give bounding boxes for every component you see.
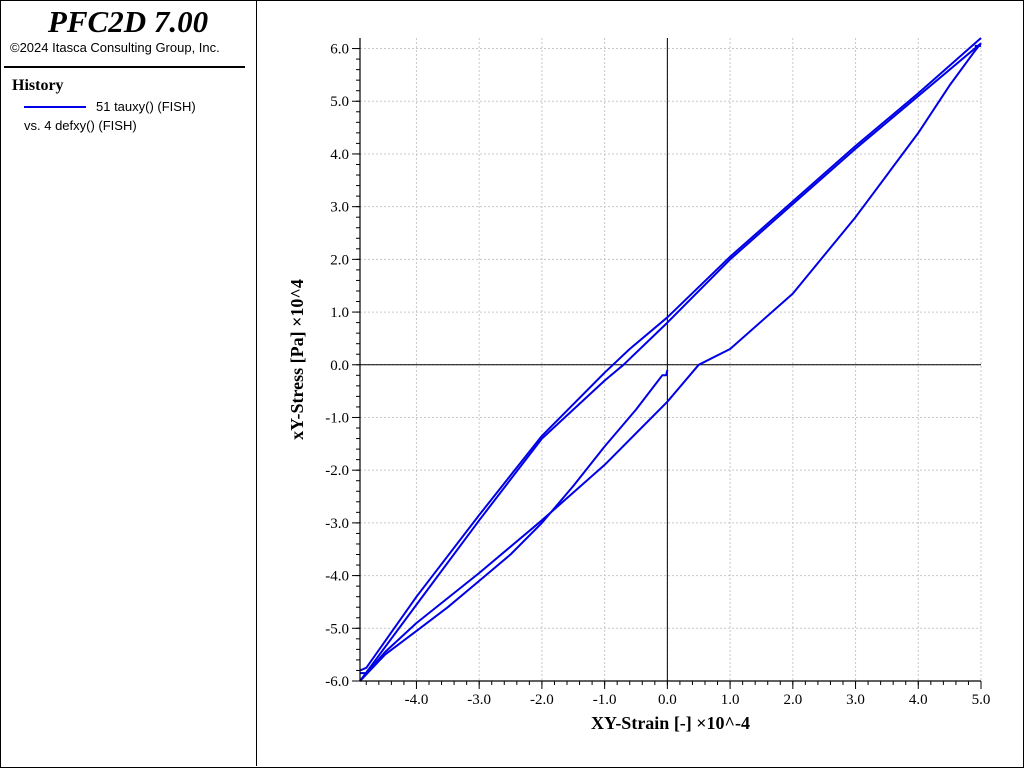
series-line xyxy=(359,369,669,682)
series-line xyxy=(359,37,982,672)
y-tick-label: -3.0 xyxy=(325,516,349,532)
x-tick-label: 5.0 xyxy=(972,692,991,708)
y-tick-label: 2.0 xyxy=(330,252,349,268)
legend-line-swatch xyxy=(24,106,86,108)
app-title: PFC2D 7.00 xyxy=(47,4,209,39)
y-tick-label: -5.0 xyxy=(325,621,349,637)
y-axis-label: xY-Stress [Pa] ×10^4 xyxy=(287,279,307,440)
x-tick-label: 0.0 xyxy=(658,692,677,708)
x-axis-label: XY-Strain [-] ×10^-4 xyxy=(591,713,750,733)
x-tick-label: 4.0 xyxy=(909,692,928,708)
series-line xyxy=(359,42,982,682)
series-lines xyxy=(359,37,982,682)
y-tick-label: 5.0 xyxy=(330,94,349,110)
y-tick-label: 4.0 xyxy=(330,147,349,163)
y-tick-label: -4.0 xyxy=(325,569,349,585)
y-tick-label: -6.0 xyxy=(325,674,349,690)
y-axis-ticks: -6.0 -5.0 -4.0 -3.0 -2.0 -1.0 0.0 1.0 2.0 3.0 4.0 5… xyxy=(325,42,360,690)
axis-frame xyxy=(359,38,981,682)
x-tick-label: 1.0 xyxy=(721,692,740,708)
x-tick-label: -3.0 xyxy=(467,692,491,708)
y-tick-label: 3.0 xyxy=(330,200,349,216)
legend-vs-label: vs. 4 defxy() (FISH) xyxy=(24,118,137,133)
zero-axes xyxy=(360,38,981,681)
x-tick-label: -1.0 xyxy=(593,692,617,708)
y-tick-label: 6.0 xyxy=(330,42,349,58)
x-tick-label: 2.0 xyxy=(783,692,802,708)
history-heading: History xyxy=(12,77,64,94)
series-line xyxy=(359,42,982,682)
x-tick-label: -4.0 xyxy=(405,692,429,708)
y-tick-label: 0.0 xyxy=(330,358,349,374)
copyright-text: ©2024 Itasca Consulting Group, Inc. xyxy=(10,40,220,55)
y-tick-label: -1.0 xyxy=(325,410,349,426)
x-tick-label: 3.0 xyxy=(846,692,865,708)
x-axis-ticks: -4.0 -3.0 -2.0 -1.0 0.0 1.0 2.0 3.0 4.0 5.0 xyxy=(365,681,991,708)
legend-series-label: 51 tauxy() (FISH) xyxy=(96,99,196,114)
grid-lines xyxy=(360,38,982,682)
sidebar: PFC2D 7.00 ©2024 Itasca Consulting Group… xyxy=(0,0,257,766)
title-divider xyxy=(4,66,245,68)
x-tick-label: -2.0 xyxy=(530,692,554,708)
y-tick-label: 1.0 xyxy=(330,305,349,321)
y-tick-label: -2.0 xyxy=(325,463,349,479)
plot-area: -4.0 -3.0 -2.0 -1.0 0.0 1.0 2.0 3.0 4.0 5.0 -6.0-… xyxy=(287,37,991,733)
